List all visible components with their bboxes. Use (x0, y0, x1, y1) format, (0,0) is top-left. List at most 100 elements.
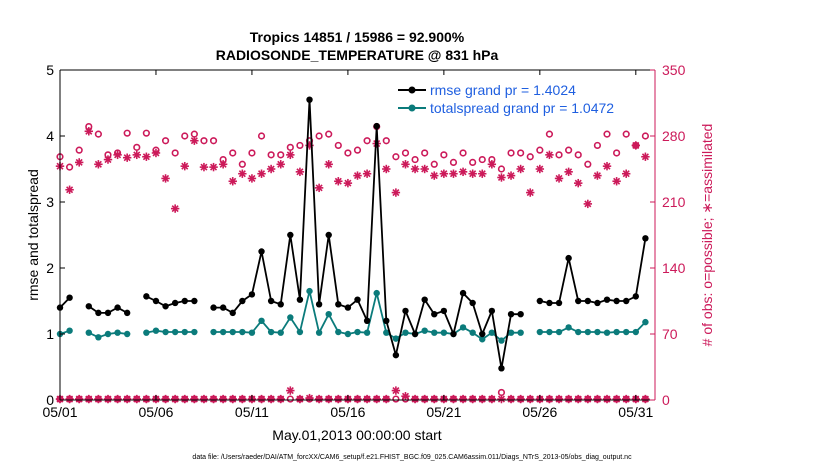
y-tick-left-label: 5 (46, 62, 54, 78)
obs-assimilated-bottom-point (142, 394, 151, 404)
obs-assimilated-point (526, 188, 535, 197)
obs-possible-point (296, 141, 304, 150)
rmse-point (613, 297, 620, 305)
obs-assimilated-point (286, 150, 295, 160)
x-tick-label: 05/06 (138, 404, 173, 420)
rmse-point (392, 351, 400, 359)
rmse-point (85, 303, 92, 310)
obs-assimilated-point (420, 164, 429, 174)
obs-assimilated-bottom-point (497, 394, 506, 404)
obs-assimilated-point (535, 164, 545, 174)
rmse-point (450, 330, 457, 338)
obs-assimilated-bottom-point (324, 394, 333, 404)
totalspread-point (584, 328, 592, 336)
obs-assimilated-bottom-point (94, 394, 103, 404)
rmse-point (402, 307, 409, 315)
obs-possible-point (392, 153, 400, 161)
obs-possible-point (123, 129, 131, 137)
y-tick-left-label: 2 (46, 260, 54, 276)
obs-assimilated-bottom-point (228, 394, 237, 404)
totalspread-point (469, 329, 476, 336)
y-tick-right-label: 140 (662, 260, 686, 276)
obs-possible-point (478, 155, 486, 164)
obs-assimilated-bottom-point (362, 394, 372, 404)
obs-possible-point (267, 151, 275, 159)
rmse-point (123, 309, 131, 317)
obs-assimilated-bottom-point (564, 394, 573, 404)
obs-possible-point (603, 130, 611, 138)
legend-spread-label: totalspread grand pr = 1.0472 (430, 100, 614, 116)
totalspread-point (383, 329, 390, 336)
rmse-point (306, 96, 313, 103)
obs-assimilated-point (74, 158, 84, 167)
y-axis-left-label: rmse and totalspread (25, 169, 41, 301)
obs-possible-point (161, 137, 170, 145)
obs-assimilated-bottom-point (305, 393, 314, 403)
obs-assimilated-point (458, 167, 468, 177)
obs-possible-point (401, 149, 410, 157)
totalspread-point (479, 336, 486, 343)
obs-assimilated-point (497, 173, 506, 182)
obs-assimilated-point (506, 171, 516, 180)
totalspread-point (344, 330, 352, 338)
rmse-point (642, 235, 649, 242)
obs-possible-point (555, 151, 563, 159)
rmse-point (536, 297, 544, 305)
obs-assimilated-point (574, 178, 583, 188)
rmse-point (479, 330, 486, 338)
obs-assimilated-point (295, 167, 305, 177)
totalspread-point (162, 328, 169, 336)
obs-assimilated-bottom-point (314, 394, 324, 404)
obs-assimilated-bottom-point (622, 394, 631, 404)
obs-assimilated-bottom-point (190, 394, 199, 404)
data-file-footnote: data file: /Users/raeder/DAI/ATM_forcXX/… (192, 454, 632, 461)
rmse-point (383, 317, 390, 324)
obs-assimilated-bottom-point (506, 394, 516, 404)
obs-assimilated-point (449, 169, 458, 178)
y-tick-right-label: 70 (662, 326, 678, 342)
obs-assimilated-bottom-point (545, 394, 554, 404)
totalspread-point (632, 328, 640, 336)
legend: rmse grand pr = 1.4024 totalspread grand… (395, 80, 653, 120)
obs-assimilated-point (151, 148, 161, 158)
obs-assimilated-point (564, 167, 573, 177)
obs-assimilated-point (334, 177, 343, 186)
x-tick-label: 05/31 (618, 404, 653, 420)
obs-assimilated-bottom-point (238, 394, 247, 404)
totalspread-point (315, 329, 323, 336)
rmse-point (66, 294, 73, 301)
totalspread-point (488, 329, 496, 336)
obs-assimilated-bottom-point (593, 394, 602, 404)
obs-assimilated-point (257, 169, 266, 178)
obs-assimilated-point (122, 153, 132, 162)
obs-possible-point (622, 130, 630, 138)
rmse-point (143, 293, 150, 300)
obs-assimilated-point (622, 169, 631, 178)
rmse-point (277, 301, 284, 308)
rmse-point (344, 304, 352, 311)
obs-assimilated-point (84, 127, 93, 136)
rmse-point (632, 293, 640, 300)
totalspread-point (642, 318, 649, 326)
legend-spread-marker (408, 104, 416, 112)
obs-assimilated-point (641, 152, 650, 161)
obs-assimilated-bottom-point (218, 394, 228, 404)
x-tick-label: 05/01 (42, 404, 77, 420)
y-axis-right-label: # of obs: o=possible; ∗=assimilated (699, 124, 715, 347)
totalspread-point (114, 329, 121, 336)
obs-assimilated-point (545, 150, 554, 160)
totalspread-point (210, 328, 217, 336)
totalspread-point (306, 287, 313, 295)
obs-assimilated-bottom-point (199, 394, 209, 404)
y-tick-left-label: 3 (46, 194, 54, 210)
rmse-point (555, 299, 563, 307)
totalspread-point (287, 314, 294, 321)
obs-assimilated-point (65, 185, 74, 194)
obs-assimilated-point (554, 174, 564, 183)
obs-assimilated-bottom-point (401, 392, 410, 401)
obs-assimilated-point (401, 160, 410, 169)
obs-assimilated-bottom-point (458, 394, 468, 404)
obs-possible-point (574, 151, 582, 159)
legend-rmse-marker (408, 86, 416, 94)
obs-possible-point (286, 143, 294, 151)
